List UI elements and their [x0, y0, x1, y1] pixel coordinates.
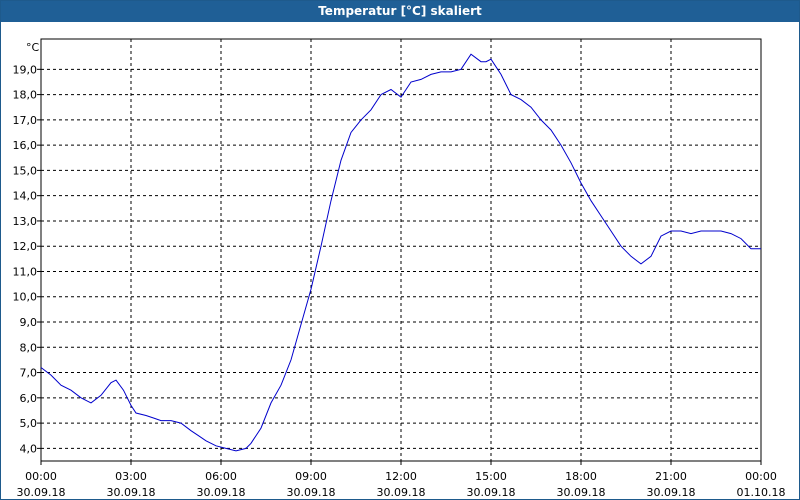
y-axis-unit-label: °C [26, 41, 40, 54]
x-tick-time-label: 12:00 [385, 470, 417, 483]
x-tick-date-label: 30.09.18 [17, 486, 66, 499]
y-tick-label: 19,0 [13, 63, 38, 76]
x-tick-date-label: 30.09.18 [287, 486, 336, 499]
x-tick-date-label: 30.09.18 [557, 486, 606, 499]
y-tick-label: 13,0 [13, 215, 38, 228]
x-tick-time-label: 06:00 [205, 470, 237, 483]
y-tick-label: 15,0 [13, 164, 38, 177]
y-tick-label: 10,0 [13, 291, 38, 304]
x-tick-time-label: 21:00 [655, 470, 687, 483]
x-tick-date-label: 30.09.18 [377, 486, 426, 499]
y-tick-label: 17,0 [13, 114, 38, 127]
y-axis: 4,0 5,0 6,0 7,0 8,0 9,0 10,0 11,0 12,0 13,0 14,0 15… [13, 63, 41, 455]
x-tick-time-label: 18:00 [565, 470, 597, 483]
y-tick-label: 9,0 [20, 316, 38, 329]
x-tick-date-label: 01.10.18 [737, 486, 786, 499]
x-tick-time-label: 03:00 [115, 470, 147, 483]
x-axis: 00:00 30.09.18 03:00 30.09.18 06:00 30.09.18 0… [17, 461, 786, 499]
x-tick-date-label: 30.09.18 [467, 486, 516, 499]
x-tick-time-label: 15:00 [475, 470, 507, 483]
x-tick-time-label: 00:00 [25, 470, 57, 483]
temperature-series-line [40, 53, 761, 452]
y-tick-label: 11,0 [13, 265, 38, 278]
y-tick-label: 8,0 [20, 341, 38, 354]
grid [41, 39, 761, 461]
x-tick-time-label: 00:00 [745, 470, 777, 483]
y-tick-label: 12,0 [13, 240, 38, 253]
y-tick-label: 4,0 [20, 442, 38, 455]
y-tick-label: 14,0 [13, 190, 38, 203]
x-tick-date-label: 30.09.18 [197, 486, 246, 499]
y-tick-label: 7,0 [20, 367, 38, 380]
y-tick-label: 18,0 [13, 89, 38, 102]
x-tick-time-label: 09:00 [295, 470, 327, 483]
x-tick-date-label: 30.09.18 [107, 486, 156, 499]
y-tick-label: 6,0 [20, 392, 38, 405]
y-tick-label: 16,0 [13, 139, 38, 152]
x-tick-date-label: 30.09.18 [647, 486, 696, 499]
chart-title: Temperatur [°C] skaliert [1, 1, 799, 22]
y-tick-label: 5,0 [20, 417, 38, 430]
